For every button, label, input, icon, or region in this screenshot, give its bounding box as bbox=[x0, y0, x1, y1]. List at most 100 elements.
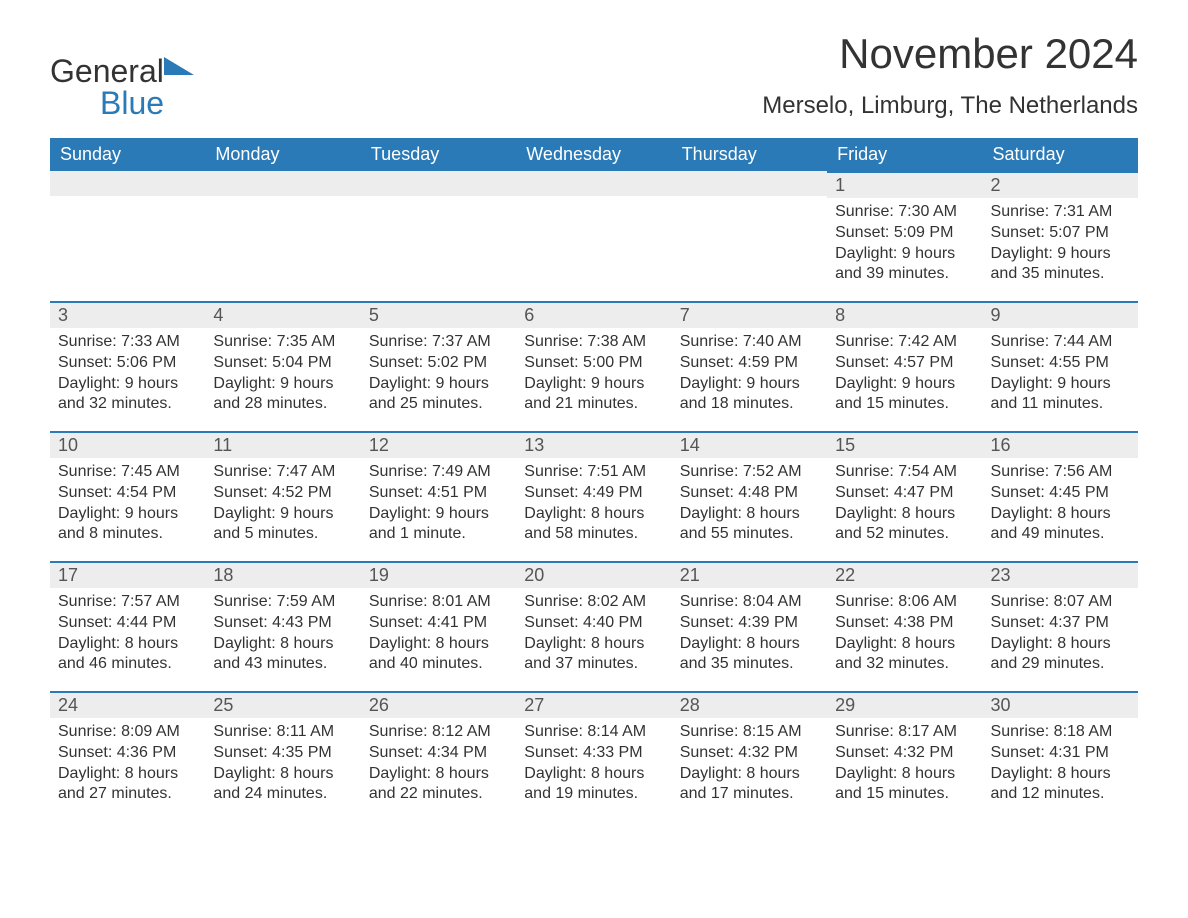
sunrise-line: Sunrise: 7:59 AM bbox=[213, 592, 352, 613]
daylight-line: Daylight: 9 hours and 35 minutes. bbox=[991, 244, 1130, 286]
logo-flag-icon bbox=[164, 55, 198, 82]
weekday-header: Thursday bbox=[672, 138, 827, 171]
calendar-table: SundayMondayTuesdayWednesdayThursdayFrid… bbox=[50, 138, 1138, 821]
sunrise-line: Sunrise: 8:14 AM bbox=[524, 722, 663, 743]
sunset-line: Sunset: 4:37 PM bbox=[991, 613, 1130, 634]
header: General Blue November 2024 Merselo, Limb… bbox=[50, 30, 1138, 120]
day-details bbox=[361, 196, 516, 206]
day-cell: 26Sunrise: 8:12 AMSunset: 4:34 PMDayligh… bbox=[361, 691, 516, 821]
sunrise-line: Sunrise: 7:38 AM bbox=[524, 332, 663, 353]
daylight-line: Daylight: 8 hours and 58 minutes. bbox=[524, 504, 663, 546]
sunset-line: Sunset: 4:59 PM bbox=[680, 353, 819, 374]
daylight-line: Daylight: 8 hours and 49 minutes. bbox=[991, 504, 1130, 546]
day-cell: 25Sunrise: 8:11 AMSunset: 4:35 PMDayligh… bbox=[205, 691, 360, 821]
day-number: 4 bbox=[205, 301, 360, 328]
sunrise-line: Sunrise: 8:11 AM bbox=[213, 722, 352, 743]
day-details: Sunrise: 7:40 AMSunset: 4:59 PMDaylight:… bbox=[672, 328, 827, 421]
day-details: Sunrise: 7:44 AMSunset: 4:55 PMDaylight:… bbox=[983, 328, 1138, 421]
day-number: 29 bbox=[827, 691, 982, 718]
day-details: Sunrise: 8:18 AMSunset: 4:31 PMDaylight:… bbox=[983, 718, 1138, 811]
day-number: 7 bbox=[672, 301, 827, 328]
daylight-line: Daylight: 8 hours and 37 minutes. bbox=[524, 634, 663, 676]
day-number: 30 bbox=[983, 691, 1138, 718]
sunset-line: Sunset: 4:33 PM bbox=[524, 743, 663, 764]
sunrise-line: Sunrise: 8:01 AM bbox=[369, 592, 508, 613]
day-details: Sunrise: 8:17 AMSunset: 4:32 PMDaylight:… bbox=[827, 718, 982, 811]
day-number: 18 bbox=[205, 561, 360, 588]
day-number: 11 bbox=[205, 431, 360, 458]
calendar-page: General Blue November 2024 Merselo, Limb… bbox=[0, 0, 1188, 861]
day-details: Sunrise: 7:59 AMSunset: 4:43 PMDaylight:… bbox=[205, 588, 360, 681]
day-number: 3 bbox=[50, 301, 205, 328]
empty-cell bbox=[361, 171, 516, 301]
daylight-line: Daylight: 9 hours and 18 minutes. bbox=[680, 374, 819, 416]
daylight-line: Daylight: 8 hours and 15 minutes. bbox=[835, 764, 974, 806]
sunset-line: Sunset: 4:44 PM bbox=[58, 613, 197, 634]
weekday-row: SundayMondayTuesdayWednesdayThursdayFrid… bbox=[50, 138, 1138, 171]
sunset-line: Sunset: 4:54 PM bbox=[58, 483, 197, 504]
sunset-line: Sunset: 4:40 PM bbox=[524, 613, 663, 634]
day-number: 21 bbox=[672, 561, 827, 588]
day-cell: 23Sunrise: 8:07 AMSunset: 4:37 PMDayligh… bbox=[983, 561, 1138, 691]
sunrise-line: Sunrise: 7:31 AM bbox=[991, 202, 1130, 223]
empty-cell bbox=[516, 171, 671, 301]
daylight-line: Daylight: 8 hours and 43 minutes. bbox=[213, 634, 352, 676]
daylight-line: Daylight: 8 hours and 27 minutes. bbox=[58, 764, 197, 806]
day-cell: 3Sunrise: 7:33 AMSunset: 5:06 PMDaylight… bbox=[50, 301, 205, 431]
sunrise-line: Sunrise: 7:42 AM bbox=[835, 332, 974, 353]
daylight-line: Daylight: 8 hours and 35 minutes. bbox=[680, 634, 819, 676]
sunset-line: Sunset: 4:45 PM bbox=[991, 483, 1130, 504]
day-number: 2 bbox=[983, 171, 1138, 198]
sunrise-line: Sunrise: 7:57 AM bbox=[58, 592, 197, 613]
daylight-line: Daylight: 9 hours and 32 minutes. bbox=[58, 374, 197, 416]
day-cell: 4Sunrise: 7:35 AMSunset: 5:04 PMDaylight… bbox=[205, 301, 360, 431]
sunrise-line: Sunrise: 8:17 AM bbox=[835, 722, 974, 743]
calendar-row: 1Sunrise: 7:30 AMSunset: 5:09 PMDaylight… bbox=[50, 171, 1138, 301]
daylight-line: Daylight: 8 hours and 29 minutes. bbox=[991, 634, 1130, 676]
day-number: 17 bbox=[50, 561, 205, 588]
day-details bbox=[205, 196, 360, 206]
daylight-line: Daylight: 9 hours and 39 minutes. bbox=[835, 244, 974, 286]
sunrise-line: Sunrise: 8:07 AM bbox=[991, 592, 1130, 613]
day-details: Sunrise: 7:30 AMSunset: 5:09 PMDaylight:… bbox=[827, 198, 982, 291]
sunrise-line: Sunrise: 8:18 AM bbox=[991, 722, 1130, 743]
daylight-line: Daylight: 9 hours and 15 minutes. bbox=[835, 374, 974, 416]
day-cell: 21Sunrise: 8:04 AMSunset: 4:39 PMDayligh… bbox=[672, 561, 827, 691]
day-cell: 2 Sunrise: 7:31 AMSunset: 5:07 PMDaylight… bbox=[983, 171, 1138, 301]
day-cell: 8Sunrise: 7:42 AMSunset: 4:57 PMDaylight… bbox=[827, 301, 982, 431]
day-cell: 16Sunrise: 7:56 AMSunset: 4:45 PMDayligh… bbox=[983, 431, 1138, 561]
sunrise-line: Sunrise: 7:52 AM bbox=[680, 462, 819, 483]
day-details: Sunrise: 8:02 AMSunset: 4:40 PMDaylight:… bbox=[516, 588, 671, 681]
day-details: Sunrise: 7:54 AMSunset: 4:47 PMDaylight:… bbox=[827, 458, 982, 551]
sunset-line: Sunset: 4:52 PM bbox=[213, 483, 352, 504]
title-block: November 2024 Merselo, Limburg, The Neth… bbox=[762, 30, 1138, 120]
day-cell: 18Sunrise: 7:59 AMSunset: 4:43 PMDayligh… bbox=[205, 561, 360, 691]
day-details bbox=[516, 196, 671, 206]
sunset-line: Sunset: 4:38 PM bbox=[835, 613, 974, 634]
daylight-line: Daylight: 9 hours and 21 minutes. bbox=[524, 374, 663, 416]
day-cell: 7Sunrise: 7:40 AMSunset: 4:59 PMDaylight… bbox=[672, 301, 827, 431]
sunrise-line: Sunrise: 7:51 AM bbox=[524, 462, 663, 483]
day-number: 19 bbox=[361, 561, 516, 588]
empty-cell bbox=[50, 171, 205, 301]
day-details: Sunrise: 7:33 AMSunset: 5:06 PMDaylight:… bbox=[50, 328, 205, 421]
sunset-line: Sunset: 5:04 PM bbox=[213, 353, 352, 374]
day-cell: 15Sunrise: 7:54 AMSunset: 4:47 PMDayligh… bbox=[827, 431, 982, 561]
location: Merselo, Limburg, The Netherlands bbox=[762, 92, 1138, 120]
sunset-line: Sunset: 5:07 PM bbox=[991, 223, 1130, 244]
day-number: 26 bbox=[361, 691, 516, 718]
daylight-line: Daylight: 8 hours and 19 minutes. bbox=[524, 764, 663, 806]
sunset-line: Sunset: 4:35 PM bbox=[213, 743, 352, 764]
empty-cell bbox=[672, 171, 827, 301]
day-details: Sunrise: 7:42 AMSunset: 4:57 PMDaylight:… bbox=[827, 328, 982, 421]
day-cell: 19Sunrise: 8:01 AMSunset: 4:41 PMDayligh… bbox=[361, 561, 516, 691]
daylight-line: Daylight: 8 hours and 46 minutes. bbox=[58, 634, 197, 676]
day-details: Sunrise: 8:01 AMSunset: 4:41 PMDaylight:… bbox=[361, 588, 516, 681]
day-number: 15 bbox=[827, 431, 982, 458]
day-number bbox=[516, 171, 671, 196]
day-cell: 29Sunrise: 8:17 AMSunset: 4:32 PMDayligh… bbox=[827, 691, 982, 821]
calendar-body: 1Sunrise: 7:30 AMSunset: 5:09 PMDaylight… bbox=[50, 171, 1138, 821]
sunset-line: Sunset: 4:48 PM bbox=[680, 483, 819, 504]
sunrise-line: Sunrise: 7:44 AM bbox=[991, 332, 1130, 353]
sunrise-line: Sunrise: 7:33 AM bbox=[58, 332, 197, 353]
